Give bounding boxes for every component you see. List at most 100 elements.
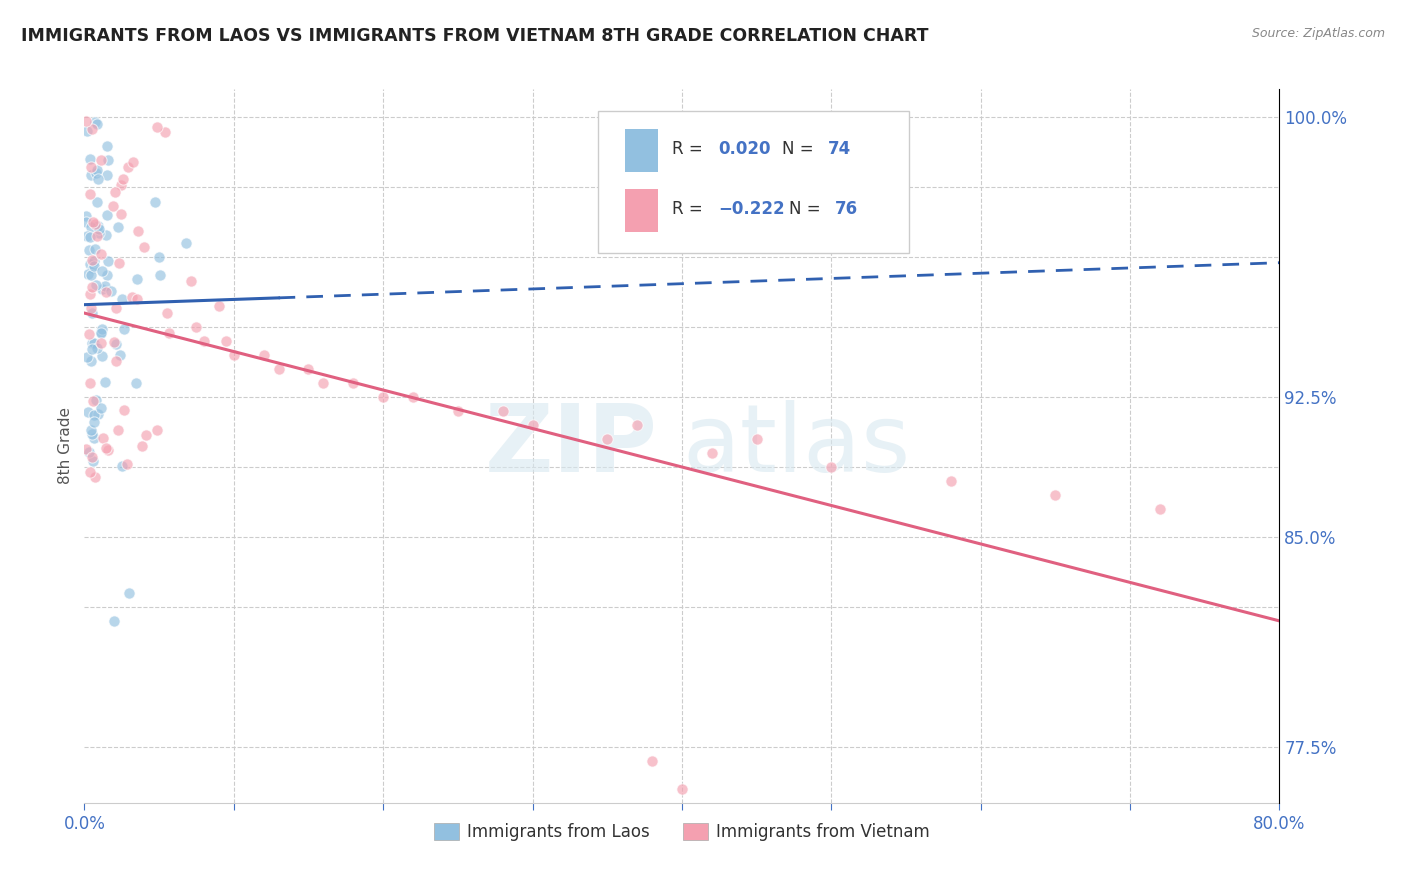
Point bbox=[83, 114, 105, 128]
Point bbox=[77, 445, 100, 459]
Point bbox=[79, 376, 101, 390]
Point bbox=[79, 287, 101, 301]
Point bbox=[94, 279, 117, 293]
Point bbox=[87, 172, 110, 186]
Point bbox=[117, 160, 139, 174]
Text: atlas: atlas bbox=[682, 400, 910, 492]
Point bbox=[75, 215, 97, 229]
Point bbox=[80, 426, 103, 441]
Point bbox=[121, 290, 143, 304]
Point bbox=[86, 195, 108, 210]
Point bbox=[180, 274, 202, 288]
Point bbox=[267, 362, 290, 376]
Point bbox=[626, 417, 648, 432]
Text: R =: R = bbox=[672, 200, 709, 218]
Point bbox=[84, 392, 107, 407]
Point bbox=[83, 408, 105, 422]
Point bbox=[97, 153, 120, 167]
Point bbox=[105, 354, 128, 368]
Point bbox=[103, 334, 125, 349]
Point bbox=[1149, 502, 1171, 516]
Point bbox=[97, 253, 120, 268]
Point bbox=[127, 224, 149, 238]
Point bbox=[84, 470, 107, 484]
Text: 0.020: 0.020 bbox=[718, 140, 770, 158]
Text: N =: N = bbox=[782, 140, 820, 158]
Point bbox=[700, 446, 723, 460]
Point bbox=[91, 322, 114, 336]
Point bbox=[135, 427, 157, 442]
Point bbox=[87, 226, 110, 240]
FancyBboxPatch shape bbox=[624, 128, 658, 171]
Point bbox=[80, 306, 103, 320]
Point bbox=[79, 187, 101, 202]
Point bbox=[80, 343, 103, 357]
Point bbox=[110, 207, 132, 221]
Point bbox=[107, 219, 129, 234]
Point bbox=[125, 272, 148, 286]
Point bbox=[90, 282, 112, 296]
Text: 76: 76 bbox=[835, 200, 858, 218]
Point bbox=[101, 199, 124, 213]
Point bbox=[125, 292, 148, 306]
Point bbox=[186, 320, 208, 334]
Point bbox=[342, 376, 364, 390]
Point bbox=[297, 362, 319, 376]
Point bbox=[596, 432, 619, 446]
Point bbox=[174, 236, 197, 251]
Point bbox=[82, 454, 104, 468]
Point bbox=[80, 121, 103, 136]
Point bbox=[82, 215, 104, 229]
Point bbox=[492, 404, 515, 418]
Point bbox=[90, 247, 112, 261]
Point bbox=[83, 336, 105, 351]
Point bbox=[112, 403, 135, 417]
Point bbox=[104, 337, 127, 351]
Point bbox=[146, 120, 169, 135]
Text: Source: ZipAtlas.com: Source: ZipAtlas.com bbox=[1251, 27, 1385, 40]
Point bbox=[131, 439, 153, 453]
Text: N =: N = bbox=[790, 200, 827, 218]
Point bbox=[208, 299, 231, 313]
Point bbox=[77, 326, 100, 341]
Point bbox=[157, 326, 180, 341]
Point bbox=[155, 306, 177, 320]
Text: R =: R = bbox=[672, 140, 709, 158]
Point bbox=[104, 301, 127, 316]
Point bbox=[447, 404, 470, 418]
Point bbox=[90, 325, 112, 339]
Point bbox=[75, 442, 97, 456]
Point bbox=[91, 431, 114, 445]
Point bbox=[77, 267, 100, 281]
Point bbox=[132, 240, 155, 254]
Point bbox=[79, 230, 101, 244]
Point bbox=[115, 457, 138, 471]
Point bbox=[80, 219, 103, 234]
Point bbox=[80, 450, 103, 464]
Point bbox=[82, 335, 104, 350]
Point bbox=[91, 350, 114, 364]
Point bbox=[143, 194, 166, 209]
Point bbox=[90, 153, 112, 168]
Point bbox=[373, 390, 395, 404]
Legend: Immigrants from Laos, Immigrants from Vietnam: Immigrants from Laos, Immigrants from Vi… bbox=[427, 816, 936, 848]
Point bbox=[96, 268, 118, 282]
Point bbox=[112, 171, 135, 186]
Point bbox=[79, 257, 101, 271]
Point bbox=[86, 278, 108, 293]
Point bbox=[222, 348, 245, 362]
Point bbox=[253, 348, 276, 362]
Point bbox=[83, 254, 105, 268]
Point bbox=[110, 178, 132, 193]
Point bbox=[89, 222, 111, 236]
Point bbox=[94, 376, 117, 390]
Point bbox=[100, 284, 122, 298]
Point bbox=[76, 405, 98, 419]
FancyBboxPatch shape bbox=[624, 189, 658, 232]
Point bbox=[83, 431, 105, 445]
Point bbox=[641, 754, 664, 768]
Point bbox=[76, 124, 98, 138]
Point bbox=[97, 442, 120, 457]
Point bbox=[75, 114, 97, 128]
Point bbox=[96, 168, 118, 182]
